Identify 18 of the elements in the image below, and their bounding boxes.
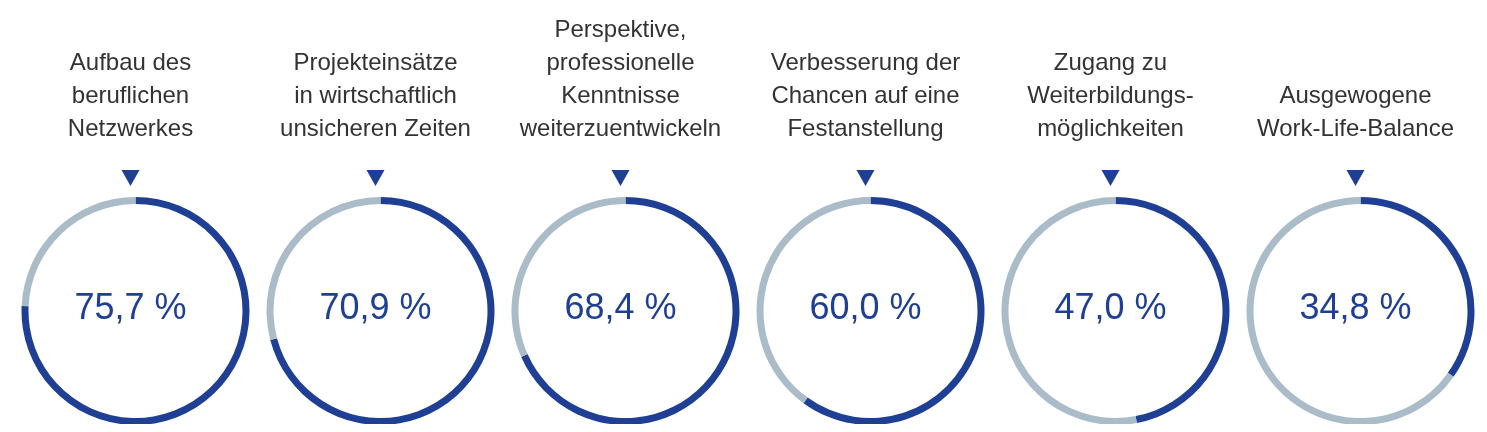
text: 68,4 % bbox=[564, 286, 677, 327]
donut-slice bbox=[270, 197, 495, 424]
donut-slice bbox=[521, 197, 740, 424]
text: 47,0 % bbox=[1054, 286, 1167, 327]
chart-title: Aufbau des beruflichen Netzwerkes bbox=[67, 48, 194, 141]
chart-title: Verbesserung der Chancen auf eine Festanstellung bbox=[770, 48, 961, 141]
chart-title: Ausgewogene Work-Life-Balance bbox=[1257, 81, 1454, 141]
chart-title: Perspektive, professionelle Kenntnisse weiterzuentwickeln bbox=[518, 15, 722, 141]
text: 60,0 % bbox=[809, 286, 922, 327]
chart-title: Projekteinsätze in wirtschaftlich unsicheren Zeiten bbox=[280, 48, 471, 141]
donut-slice bbox=[1246, 197, 1454, 424]
text: 75,7 % bbox=[74, 286, 187, 327]
donut-slice bbox=[21, 197, 250, 424]
text: 70,9 % bbox=[319, 286, 432, 327]
donut-slice bbox=[1001, 197, 1137, 424]
text: 34,8 % bbox=[1299, 286, 1412, 327]
chart-title: Zugang zu Weiterbildungs- möglichkeiten bbox=[1027, 48, 1194, 141]
donut-slice bbox=[803, 197, 985, 424]
